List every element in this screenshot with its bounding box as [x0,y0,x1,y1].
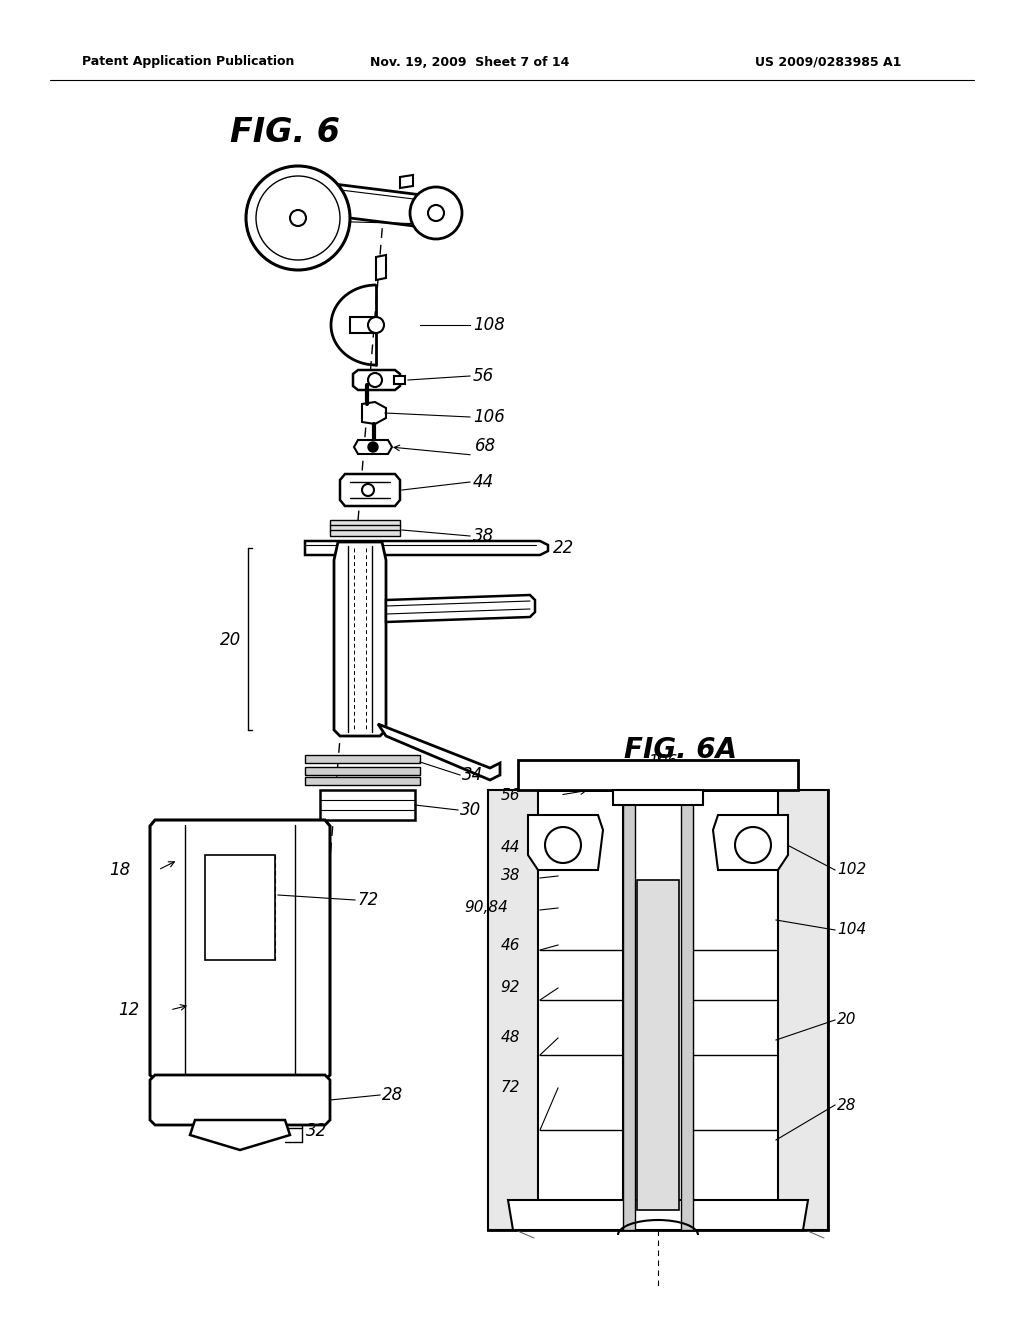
Polygon shape [340,474,400,506]
Polygon shape [488,789,828,1230]
Text: 90,84: 90,84 [464,900,508,916]
Text: 38: 38 [501,869,520,883]
Polygon shape [305,767,420,775]
Polygon shape [305,182,440,228]
Circle shape [246,166,350,271]
Text: Nov. 19, 2009  Sheet 7 of 14: Nov. 19, 2009 Sheet 7 of 14 [371,55,569,69]
Text: 106: 106 [473,408,505,426]
Text: 108: 108 [473,315,505,334]
Polygon shape [354,440,392,454]
Text: 56: 56 [501,788,520,803]
Polygon shape [508,1200,808,1230]
Text: 38: 38 [473,527,495,545]
Polygon shape [613,789,703,805]
Text: 48: 48 [501,1031,520,1045]
Text: 20: 20 [220,631,242,649]
Polygon shape [394,376,406,384]
Polygon shape [330,525,400,531]
Polygon shape [305,541,548,554]
Polygon shape [330,520,400,525]
Polygon shape [378,723,500,780]
Polygon shape [528,814,603,870]
Polygon shape [305,755,420,763]
Polygon shape [330,531,400,536]
Text: 34: 34 [462,766,483,784]
Text: 30: 30 [460,801,481,818]
Text: 12: 12 [118,1001,139,1019]
Text: 44: 44 [473,473,495,491]
Text: 106: 106 [648,755,677,770]
Polygon shape [150,1074,330,1125]
Polygon shape [488,789,538,1230]
Polygon shape [205,855,275,960]
Polygon shape [190,1119,290,1150]
Text: 28: 28 [382,1086,403,1104]
Text: 56: 56 [473,367,495,385]
Text: 44: 44 [501,841,520,855]
Text: FIG. 6A: FIG. 6A [624,737,736,764]
Circle shape [368,374,382,387]
Text: 72: 72 [357,891,378,909]
Circle shape [410,187,462,239]
Circle shape [368,317,384,333]
Text: 92: 92 [501,981,520,995]
Circle shape [428,205,444,220]
Text: 68: 68 [475,437,497,455]
Text: 104: 104 [837,923,866,937]
Text: FIG. 6: FIG. 6 [230,116,340,149]
Text: 32: 32 [306,1122,328,1140]
Text: 72: 72 [501,1081,520,1096]
Text: Patent Application Publication: Patent Application Publication [82,55,294,69]
Circle shape [545,828,581,863]
Polygon shape [362,403,386,424]
Polygon shape [353,370,400,389]
Polygon shape [334,543,386,737]
Polygon shape [637,880,679,1210]
Circle shape [735,828,771,863]
Circle shape [368,442,378,451]
Polygon shape [400,176,413,187]
Polygon shape [305,777,420,785]
Polygon shape [713,814,788,870]
Text: 18: 18 [109,861,130,879]
Polygon shape [376,255,386,280]
Polygon shape [150,820,330,1080]
Polygon shape [778,789,828,1230]
Polygon shape [623,789,693,1230]
Polygon shape [518,760,798,789]
Polygon shape [623,789,635,1230]
Circle shape [362,484,374,496]
Polygon shape [319,789,415,820]
Text: 46: 46 [501,937,520,953]
Polygon shape [350,317,376,333]
Text: 22: 22 [553,539,574,557]
Text: US 2009/0283985 A1: US 2009/0283985 A1 [755,55,901,69]
Circle shape [256,176,340,260]
Polygon shape [386,595,535,622]
Polygon shape [681,789,693,1230]
Circle shape [290,210,306,226]
Text: 20: 20 [837,1012,856,1027]
Text: 102: 102 [837,862,866,878]
Text: 28: 28 [837,1097,856,1113]
